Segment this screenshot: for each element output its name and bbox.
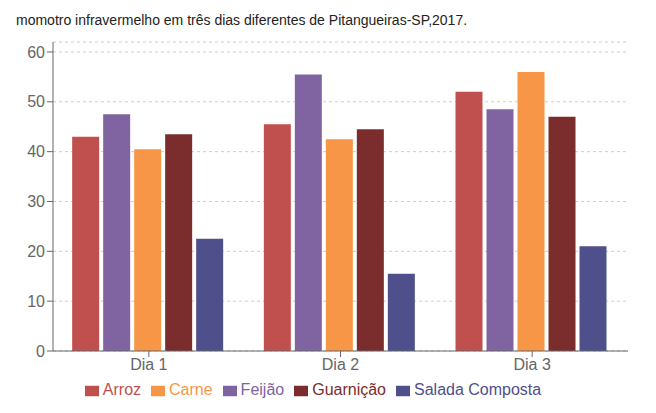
html-text:Feijão: Feijão <box>240 381 285 398</box>
svg-text:50: 50 <box>27 93 45 110</box>
html-text:momotro infravermelho em três: momotro infravermelho em três dias difer… <box>16 12 468 28</box>
svg-text:0: 0 <box>36 343 45 360</box>
svg-text:20: 20 <box>27 243 45 260</box>
svg-text:Dia 2: Dia 2 <box>322 356 359 373</box>
svg-text:60: 60 <box>27 44 45 61</box>
svg-text:Dia 3: Dia 3 <box>513 356 550 373</box>
svg-text:Dia 1: Dia 1 <box>130 356 167 373</box>
svg-text:30: 30 <box>27 193 45 210</box>
html-text:Carne: Carne <box>169 381 213 398</box>
svg-text:40: 40 <box>27 143 45 160</box>
html-text:Salada Composta: Salada Composta <box>414 381 542 398</box>
svg-text:10: 10 <box>27 293 45 310</box>
html-text:Arroz: Arroz <box>102 381 141 398</box>
html-text:Guarnição: Guarnição <box>312 381 386 398</box>
